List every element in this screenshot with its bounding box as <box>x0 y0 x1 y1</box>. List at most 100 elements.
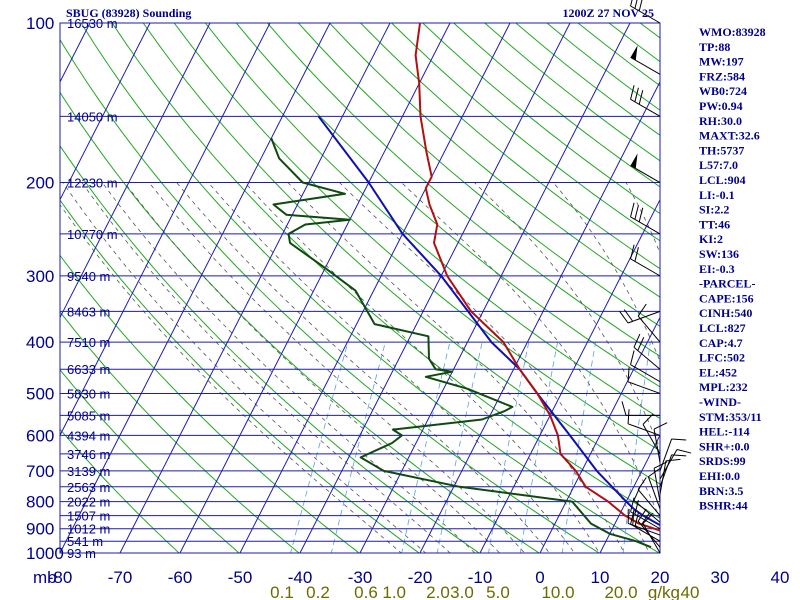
height-label: 2022 m <box>67 495 110 510</box>
temperature-tick-label: -30 <box>348 568 373 587</box>
wind-barb-feather <box>638 207 644 223</box>
wind-barb-feather <box>634 512 639 527</box>
wind-barb-feather <box>633 333 641 348</box>
moist-adiabat <box>60 204 402 553</box>
mixing-ratio-label: 0.1 <box>270 583 294 600</box>
dry-adiabats <box>60 0 800 564</box>
isotherm <box>119 23 391 553</box>
wind-barb-feather <box>627 508 630 524</box>
mixing-ratio-line <box>622 342 651 553</box>
wind-barb-feather <box>665 458 681 462</box>
isobars <box>59 22 661 554</box>
height-label: 12230 m <box>67 176 118 191</box>
wind-barb <box>630 244 661 277</box>
moist-adiabat <box>148 182 526 553</box>
wind-barbs <box>619 0 692 554</box>
isotherm <box>419 80 660 553</box>
index-line: -WIND- <box>699 395 741 409</box>
wind-barb-feather <box>630 350 635 365</box>
index-line: TH:5737 <box>699 143 744 157</box>
index-line: LI:-0.1 <box>699 188 735 202</box>
height-label: 4394 m <box>67 428 110 443</box>
wind-barb <box>630 45 661 75</box>
index-line: LCL:904 <box>699 173 746 187</box>
wind-barb-staff <box>630 216 661 235</box>
height-label: 9540 m <box>67 269 110 284</box>
wind-barb-feather <box>621 401 627 416</box>
height-label: 8463 m <box>67 304 110 319</box>
index-line: SW:136 <box>699 247 739 261</box>
sounding-profiles <box>270 23 660 549</box>
wind-barb-staff <box>642 424 661 455</box>
mixing-ratio-line <box>488 342 530 553</box>
wind-barb <box>653 461 668 502</box>
wind-barb <box>627 409 661 436</box>
index-line: MW:197 <box>699 55 744 69</box>
temperature-tick-label: -10 <box>468 568 493 587</box>
pressure-tick-label: 200 <box>26 174 54 193</box>
temperature-tick-label: 0 <box>535 568 544 587</box>
wind-barb-staff <box>653 428 661 463</box>
pressure-tick-label: 800 <box>26 493 54 512</box>
wind-barb-feather <box>638 0 643 12</box>
height-label: 16530 m <box>67 16 118 31</box>
moist-adiabat <box>244 182 600 553</box>
isotherm <box>479 198 660 553</box>
wind-barb-feather <box>634 0 638 9</box>
index-line: EI:-0.3 <box>699 262 735 276</box>
wind-barb-staff <box>659 438 673 472</box>
wind-barb <box>647 467 661 509</box>
wind-barb-staff <box>637 315 661 343</box>
valid-time: 1200Z 27 NOV 25 <box>563 6 654 20</box>
wind-barb <box>659 458 681 495</box>
wind-barb <box>630 153 661 183</box>
height-label: 10770 m <box>67 227 118 242</box>
wind-barb <box>633 486 661 523</box>
wind-barb-staff <box>647 476 661 509</box>
index-line: MPL:232 <box>699 380 748 394</box>
dry-adiabat <box>760 0 800 564</box>
mixing-ratio-line <box>401 342 451 553</box>
mixing-ratio-line <box>561 342 596 553</box>
wind-barb-pennant <box>630 45 638 61</box>
moist-adiabat <box>401 182 660 521</box>
wind-barb <box>630 497 661 530</box>
dry-adiabat <box>60 254 360 553</box>
temperature-tick-label: -70 <box>108 568 133 587</box>
wind-barb-feather <box>634 87 639 102</box>
wind-barb-feather <box>671 438 687 441</box>
isotherm <box>60 23 211 319</box>
wind-barb-staff <box>627 310 661 324</box>
height-label: 7510 m <box>67 335 110 350</box>
wind-barb-feather <box>634 205 639 220</box>
dry-adiabat <box>790 0 800 564</box>
mixing-ratio-line <box>436 342 483 553</box>
mixing-ratio-unit: g/kg <box>648 583 680 600</box>
index-line: LFC:502 <box>699 351 745 365</box>
pressure-tick-label: 100 <box>26 14 54 33</box>
height-label: 2563 m <box>67 480 110 495</box>
mixing-ratio-label: 0.6 <box>354 583 378 600</box>
isotherm <box>359 23 631 553</box>
wind-barb-feather <box>640 512 650 526</box>
wind-barb-feather <box>623 309 634 322</box>
index-line: L57:7.0 <box>699 158 738 172</box>
height-label: 541 m <box>67 534 103 549</box>
temperature-tick-label: 40 <box>771 568 790 587</box>
wind-barb-staff <box>630 5 661 24</box>
index-line: LCL:827 <box>699 321 746 335</box>
moist-adiabat <box>81 182 451 553</box>
wind-barb-feather <box>630 497 635 512</box>
wind-barb-feather <box>648 467 661 478</box>
height-label: 3139 m <box>67 464 110 479</box>
wind-barb-staff <box>659 449 678 480</box>
isotherm <box>60 23 271 437</box>
mixing-ratio-labels: 0.1 0.2 0.6 1.0 2.0 3.0 5.0 10.0 20.0 40g/kg <box>270 583 699 600</box>
isotherm <box>239 23 511 553</box>
wind-barb-staff <box>659 454 673 487</box>
wind-barb-staff <box>627 381 661 394</box>
wind-barb-staff <box>630 511 661 530</box>
wind-barb-feather <box>634 500 639 515</box>
wind-barb-feather <box>637 337 645 351</box>
